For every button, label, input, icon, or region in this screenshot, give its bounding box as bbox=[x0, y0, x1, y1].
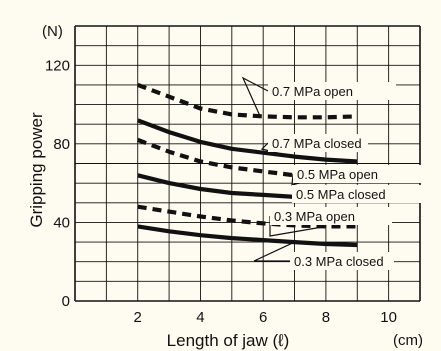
callout-label-0-7-mpa-open: 0.7 MPa open bbox=[272, 84, 353, 99]
callout-label-0-5-mpa-open: 0.5 MPa open bbox=[297, 167, 378, 182]
x-axis-title: Length of jaw (ℓ) bbox=[167, 331, 290, 350]
callout-label-box bbox=[268, 134, 368, 152]
callout-label-0-3-mpa-open: 0.3 MPa open bbox=[274, 209, 355, 224]
callout-label-0-5-mpa-closed: 0.5 MPa closed bbox=[296, 187, 386, 202]
x-tick-label: 10 bbox=[380, 309, 397, 326]
callout-leader-line bbox=[260, 142, 289, 157]
y-tick-label: 120 bbox=[45, 57, 70, 74]
x-tick-label: 8 bbox=[322, 309, 330, 326]
callout-label-box bbox=[270, 207, 392, 225]
tick-labels: 2 4 6 8 10 0 40 80 120 bbox=[45, 57, 397, 326]
callout-label-box bbox=[292, 185, 439, 203]
callout-label-box bbox=[290, 252, 394, 270]
series-line-0-7-mpa-open bbox=[136, 82, 358, 120]
x-tick-label: 2 bbox=[134, 309, 142, 326]
series-line-0-3-mpa-open bbox=[137, 204, 358, 229]
callout-label-box bbox=[268, 82, 396, 100]
x-tick-label: 4 bbox=[196, 309, 204, 326]
annotation-layer: 0.7 MPa open 0.7 MPa closed 0.5 MPa open 0.… bbox=[241, 76, 439, 270]
y-tick-label: 40 bbox=[53, 214, 70, 231]
y-tick-label: 0 bbox=[62, 293, 70, 310]
callout-label-box bbox=[293, 165, 435, 183]
x-axis-unit: (cm) bbox=[393, 332, 423, 349]
y-axis-unit: (N) bbox=[42, 23, 63, 40]
callout-label-0-7-mpa-closed: 0.7 MPa closed bbox=[272, 136, 362, 151]
callout-leader-line bbox=[253, 241, 295, 262]
y-axis-title: Gripping power bbox=[27, 112, 46, 228]
series-line-0-3-mpa-closed bbox=[137, 224, 358, 248]
series-line-0-7-mpa-closed bbox=[136, 118, 358, 164]
callout-leader-line bbox=[241, 76, 269, 117]
x-tick-label: 6 bbox=[259, 309, 267, 326]
y-tick-label: 80 bbox=[53, 136, 70, 153]
callout-label-0-3-mpa-closed: 0.3 MPa closed bbox=[294, 254, 384, 269]
